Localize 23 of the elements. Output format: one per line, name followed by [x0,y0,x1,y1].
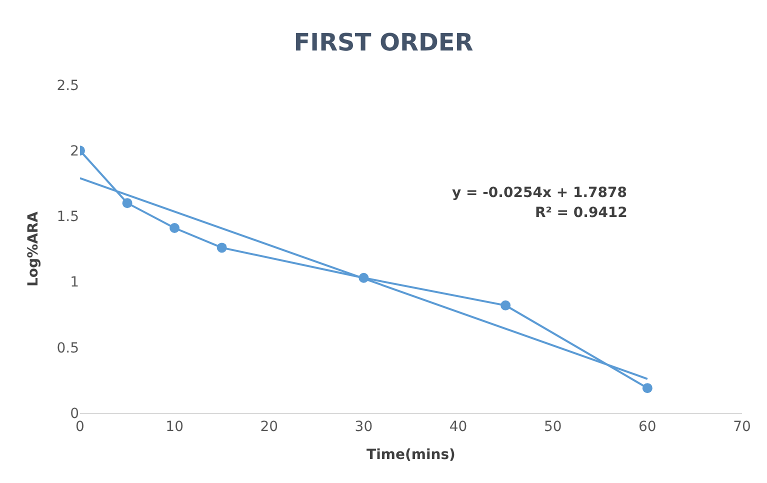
y-tick-label: 2 [70,144,79,160]
x-tick-label: 60 [638,418,656,435]
y-tick-label: 0 [70,406,79,422]
annotation: y = -0.0254x + 1.7878 [452,185,627,201]
x-axis-title: Time(mins) [366,447,456,464]
point [500,300,511,310]
point [642,383,652,394]
point [170,223,180,234]
chart-title: FIRST ORDER [294,28,474,57]
y-tick-label: 1.5 [56,209,79,226]
point [216,242,227,253]
x-tick-label: 20 [260,418,278,435]
x-tick-label: 70 [733,418,751,435]
y-axis-title: Log%ARA [25,211,42,287]
point [122,198,132,208]
y-tick-label: 0.5 [56,340,79,356]
x-tick-label: 50 [544,418,562,435]
y-tick-label: 2.5 [56,78,79,94]
x-tick-label: 30 [354,418,373,435]
y-tick-label: 1 [70,274,79,291]
x-tick-label: 10 [166,418,184,435]
annotation: R² = 0.9412 [535,205,628,221]
x-tick-label: 40 [449,418,468,435]
